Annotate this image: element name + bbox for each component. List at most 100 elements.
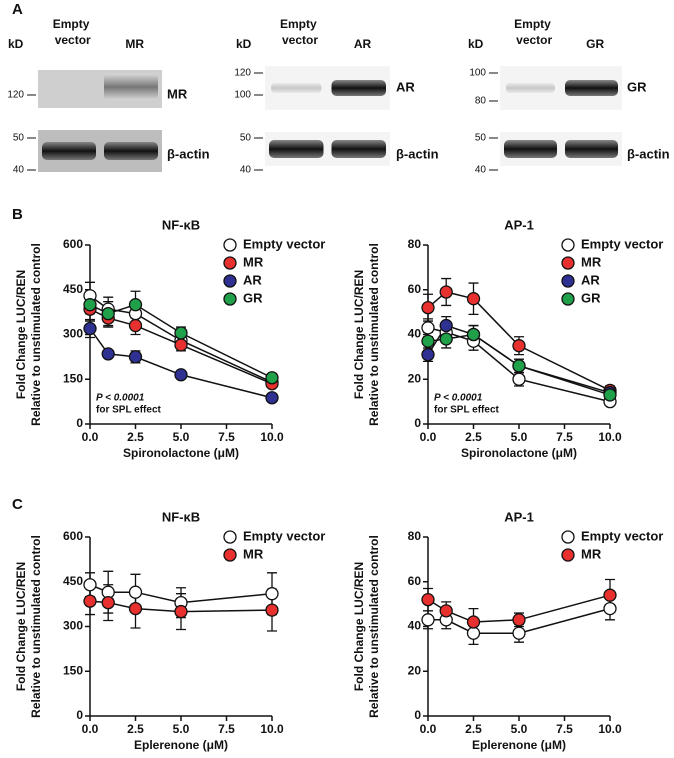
- data-point: [83, 594, 97, 608]
- data-point: [512, 339, 526, 353]
- legend-marker: [223, 292, 237, 306]
- actin-band: [504, 140, 557, 158]
- data-point: [265, 587, 279, 601]
- y-tick-label: 80: [408, 237, 422, 251]
- blot-label: β-actin: [627, 146, 670, 161]
- blot-label: AR: [396, 79, 415, 94]
- data-point: [466, 327, 481, 342]
- x-tick-label: 0.0: [420, 722, 437, 736]
- y-tick-label: 20: [408, 663, 422, 677]
- data-point: [439, 332, 453, 346]
- legend-marker: [561, 256, 575, 270]
- y-axis-label: Relative to unstimulated control: [367, 243, 381, 426]
- marker-label: 100: [469, 68, 486, 79]
- x-tick-label: 5.0: [511, 430, 528, 444]
- lane-label: Empty vector: [280, 17, 320, 47]
- legend-marker: [561, 274, 575, 288]
- data-point: [128, 298, 143, 312]
- data-point: [439, 285, 453, 299]
- legend-marker: [223, 256, 237, 270]
- data-point: [421, 593, 435, 607]
- y-tick-label: 0: [414, 416, 421, 430]
- y-tick-label: 300: [63, 619, 83, 633]
- data-point: [421, 347, 435, 362]
- y-axis-label: Fold Change LUC/REN: [352, 270, 366, 399]
- x-tick-label: 2.5: [465, 722, 482, 736]
- marker-label: 80: [475, 96, 487, 107]
- data-point: [466, 615, 481, 629]
- actin-band: [331, 140, 386, 158]
- x-tick-label: 5.0: [511, 722, 528, 736]
- y-tick-label: 150: [63, 371, 83, 385]
- marker-label: 120: [7, 90, 24, 101]
- lane-label: Empty vector: [514, 17, 554, 47]
- data-point: [421, 334, 435, 348]
- actin-band: [565, 140, 618, 158]
- data-point: [83, 578, 97, 592]
- x-axis-label: Spironolactone (μM): [461, 446, 577, 460]
- kd-label: kD: [236, 37, 252, 51]
- x-tick-label: 7.5: [218, 430, 235, 444]
- marker-label: 40: [475, 165, 487, 176]
- x-tick-label: 5.0: [173, 722, 190, 736]
- legend-marker: [561, 548, 575, 562]
- data-point: [439, 318, 453, 333]
- y-axis-label: Fold Change LUC/REN: [14, 562, 28, 691]
- actin-band: [42, 142, 96, 160]
- x-axis-label: Spironolactone (μM): [123, 446, 239, 460]
- data-point: [421, 300, 435, 315]
- annotation: P < 0.0001: [96, 393, 145, 404]
- annotation: for SPL effect: [434, 405, 499, 416]
- y-axis-label: Relative to unstimulated control: [29, 535, 43, 718]
- y-tick-label: 40: [408, 327, 422, 341]
- legend-marker: [223, 274, 237, 288]
- legend-marker: [223, 530, 237, 544]
- legend-marker: [561, 292, 575, 306]
- y-tick-label: 450: [63, 574, 83, 588]
- protein-band: [104, 74, 158, 100]
- data-point: [512, 372, 526, 386]
- data-point: [603, 601, 617, 616]
- data-point: [265, 371, 279, 385]
- legend-label: AR: [243, 272, 262, 287]
- x-tick-label: 10.0: [260, 430, 284, 444]
- kd-label: kD: [8, 37, 24, 51]
- blot-label: β-actin: [396, 146, 439, 161]
- y-axis-label: Fold Change LUC/REN: [352, 562, 366, 691]
- blot-label: GR: [627, 79, 647, 94]
- blot-label: MR: [167, 86, 188, 101]
- marker-label: 120: [234, 68, 251, 79]
- chart-title: AP-1: [504, 509, 534, 524]
- legend-marker: [561, 238, 575, 252]
- legend-label: MR: [243, 546, 264, 561]
- data-point: [265, 603, 279, 617]
- legend-marker: [223, 548, 237, 562]
- marker-label: 40: [240, 165, 252, 176]
- x-tick-label: 5.0: [173, 430, 190, 444]
- data-point: [421, 613, 435, 627]
- panel-letter: A: [12, 1, 23, 18]
- x-tick-label: 2.5: [127, 430, 144, 444]
- y-axis-label: Relative to unstimulated control: [29, 243, 43, 426]
- data-point: [265, 391, 279, 405]
- legend-label: AR: [581, 272, 600, 287]
- x-tick-label: 10.0: [598, 430, 622, 444]
- chart-title: AP-1: [504, 217, 534, 232]
- data-point: [101, 347, 115, 361]
- legend-label: GR: [243, 290, 263, 305]
- legend-label: GR: [581, 290, 601, 305]
- blot-label: β-actin: [167, 146, 210, 161]
- data-point: [421, 321, 435, 335]
- y-tick-label: 20: [408, 371, 422, 385]
- x-tick-label: 7.5: [556, 722, 573, 736]
- legend-label: MR: [581, 546, 602, 561]
- marker-label: 40: [13, 165, 25, 176]
- x-tick-label: 7.5: [218, 722, 235, 736]
- legend-label: MR: [243, 254, 264, 269]
- lane-label: MR: [125, 37, 144, 51]
- marker-label: 100: [234, 90, 251, 101]
- data-point: [466, 626, 481, 640]
- x-axis-label: Eplerenone (μM): [472, 738, 566, 752]
- data-point: [174, 604, 188, 619]
- y-tick-label: 60: [408, 282, 422, 296]
